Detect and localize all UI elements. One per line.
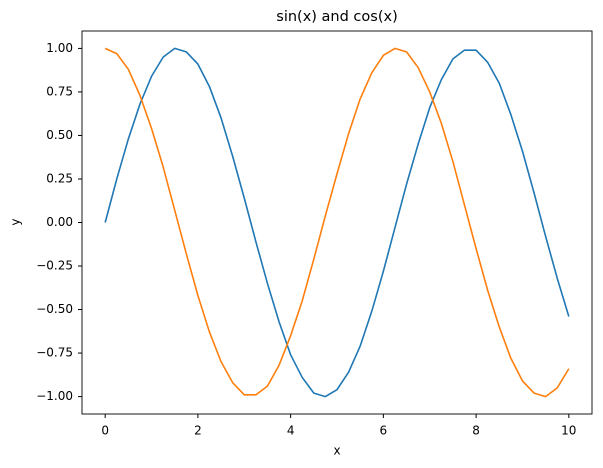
y-tick-label: −0.25 <box>36 259 73 273</box>
x-tick-label: 0 <box>101 424 109 438</box>
line <box>104 47 570 398</box>
y-tick-label: 0.50 <box>46 128 73 142</box>
y-axis-label: y <box>9 218 23 225</box>
x-tick-label: 4 <box>287 424 295 438</box>
y-tick-label: 0.00 <box>46 215 73 229</box>
chart-title: sin(x) and cos(x) <box>276 9 397 25</box>
plot-frame <box>81 30 593 415</box>
x-axis-label: x <box>333 444 340 458</box>
y-tick-label: 0.25 <box>46 171 73 185</box>
y-tick-label: 0.75 <box>46 84 73 98</box>
line <box>104 47 570 398</box>
x-tick-label: 10 <box>561 424 576 438</box>
x-tick-label: 2 <box>194 424 202 438</box>
y-tick-label: −0.50 <box>36 302 73 316</box>
y-tick-label: −1.00 <box>36 389 73 403</box>
y-tick-label: −0.75 <box>36 346 73 360</box>
x-tick-label: 8 <box>472 424 480 438</box>
x-tick-label: 6 <box>380 424 388 438</box>
y-tick-label: 1.00 <box>46 41 73 55</box>
